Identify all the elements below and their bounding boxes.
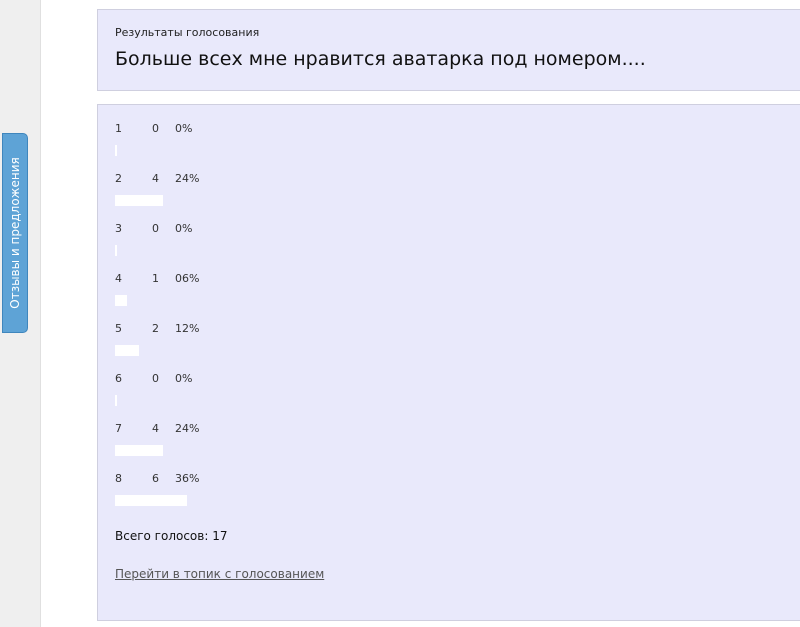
option-percent: 0%	[175, 122, 193, 135]
option-bar	[115, 495, 187, 506]
option-percent: 0%	[175, 372, 193, 385]
option-votes: 4	[152, 172, 159, 185]
option-number: 8	[115, 472, 122, 485]
option-votes: 4	[152, 422, 159, 435]
feedback-tab[interactable]: Отзывы и предложения	[2, 133, 28, 333]
option-number: 5	[115, 322, 122, 335]
option-percent: 06%	[175, 272, 200, 285]
option-bar	[115, 395, 117, 406]
option-percent: 0%	[175, 222, 193, 235]
option-bar	[115, 295, 127, 306]
option-number: 4	[115, 272, 122, 285]
total-votes: Всего голосов: 17	[115, 529, 228, 543]
option-number: 2	[115, 172, 122, 185]
option-votes: 0	[152, 122, 159, 135]
option-percent: 36%	[175, 472, 200, 485]
option-percent: 12%	[175, 322, 200, 335]
option-bar	[115, 145, 117, 156]
option-number: 1	[115, 122, 122, 135]
feedback-tab-label: Отзывы и предложения	[8, 157, 22, 309]
option-number: 3	[115, 222, 122, 235]
option-bar	[115, 345, 139, 356]
poll-header: Результаты голосования Больше всех мне н…	[97, 9, 800, 91]
option-votes: 2	[152, 322, 159, 335]
left-sidebar: Отзывы и предложения	[0, 0, 41, 627]
option-bar	[115, 195, 163, 206]
topic-link[interactable]: Перейти в топик с голосованием	[115, 567, 325, 581]
option-bar	[115, 445, 163, 456]
option-votes: 0	[152, 372, 159, 385]
option-number: 6	[115, 372, 122, 385]
option-votes: 1	[152, 272, 159, 285]
poll-results: 1 0 0% 2 4 24% 3 0 0% 4 1 06% 5 2 12% 6 0 0% 7 4 24% 8 6 36% Вс…	[97, 104, 800, 621]
option-bar	[115, 245, 117, 256]
option-votes: 0	[152, 222, 159, 235]
option-percent: 24%	[175, 422, 200, 435]
poll-subtitle: Результаты голосования	[115, 26, 260, 39]
option-percent: 24%	[175, 172, 200, 185]
option-number: 7	[115, 422, 122, 435]
option-votes: 6	[152, 472, 159, 485]
poll-title: Больше всех мне нравится аватарка под но…	[115, 48, 646, 70]
